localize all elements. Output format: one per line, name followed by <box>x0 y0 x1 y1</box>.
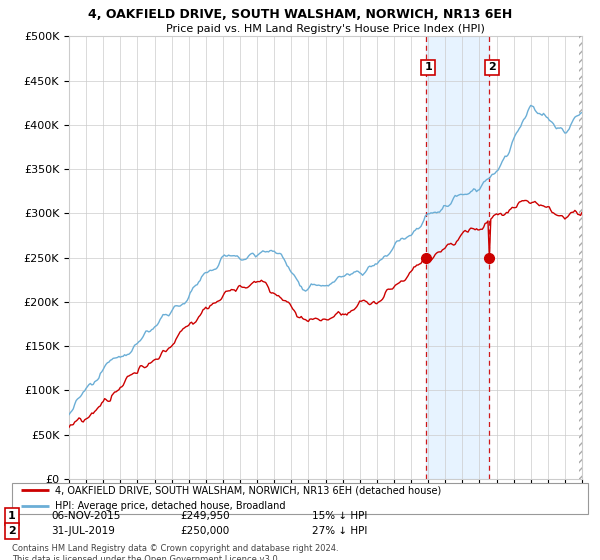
Text: 1: 1 <box>8 511 16 521</box>
Text: 31-JUL-2019: 31-JUL-2019 <box>51 526 115 536</box>
Text: HPI: Average price, detached house, Broadland: HPI: Average price, detached house, Broa… <box>55 501 286 511</box>
Text: 2: 2 <box>488 62 496 72</box>
Bar <box>425 36 490 479</box>
Text: 27% ↓ HPI: 27% ↓ HPI <box>312 526 367 536</box>
Text: 15% ↓ HPI: 15% ↓ HPI <box>312 511 367 521</box>
Text: £249,950: £249,950 <box>180 511 230 521</box>
Title: Price paid vs. HM Land Registry's House Price Index (HPI): Price paid vs. HM Land Registry's House … <box>166 24 485 34</box>
Text: Contains HM Land Registry data © Crown copyright and database right 2024.
This d: Contains HM Land Registry data © Crown c… <box>12 544 338 560</box>
Text: 06-NOV-2015: 06-NOV-2015 <box>51 511 121 521</box>
Text: 2: 2 <box>8 526 16 536</box>
Text: 4, OAKFIELD DRIVE, SOUTH WALSHAM, NORWICH, NR13 6EH: 4, OAKFIELD DRIVE, SOUTH WALSHAM, NORWIC… <box>88 8 512 21</box>
Text: 1: 1 <box>424 62 432 72</box>
Text: £250,000: £250,000 <box>180 526 229 536</box>
Text: 4, OAKFIELD DRIVE, SOUTH WALSHAM, NORWICH, NR13 6EH (detached house): 4, OAKFIELD DRIVE, SOUTH WALSHAM, NORWIC… <box>55 486 442 496</box>
